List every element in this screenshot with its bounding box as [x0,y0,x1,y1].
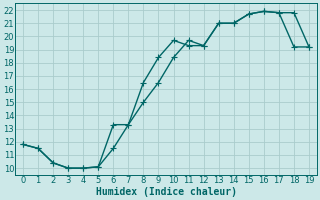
X-axis label: Humidex (Indice chaleur): Humidex (Indice chaleur) [95,186,236,197]
